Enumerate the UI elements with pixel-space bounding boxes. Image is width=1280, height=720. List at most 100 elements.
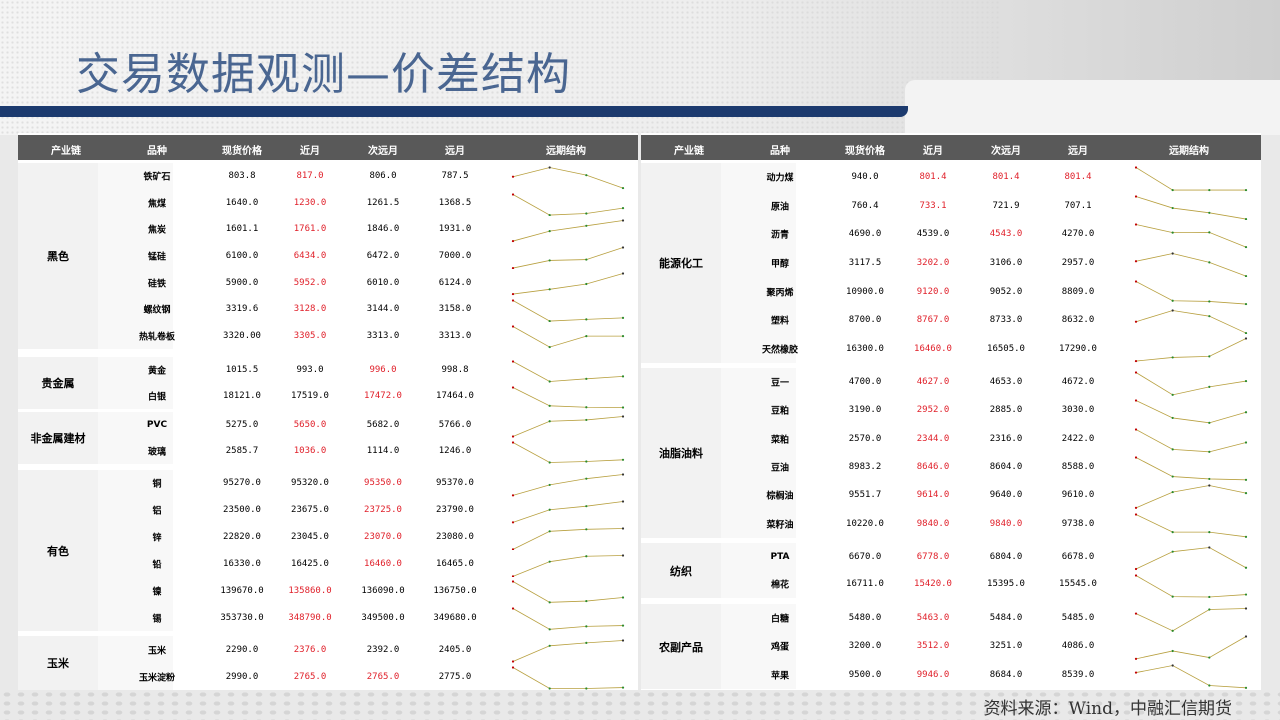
far-price: 15545.0	[1059, 579, 1097, 590]
variety-name: 黄金	[147, 366, 167, 377]
sparkline-line	[512, 581, 624, 604]
sparkline-point	[1244, 379, 1248, 383]
sparkline-point	[1244, 686, 1248, 689]
sparkline-line	[512, 246, 624, 269]
next-price: 9840.0	[989, 518, 1023, 529]
sparkline-line	[1135, 428, 1247, 452]
sparkline-point	[1134, 399, 1138, 402]
sparkline-point	[511, 175, 515, 178]
header-6: 远期结构	[546, 146, 586, 157]
sparkline-line	[512, 500, 624, 523]
sparkline-point	[1171, 309, 1174, 312]
variety-name: 苹果	[770, 671, 790, 682]
sparkline-line	[1135, 372, 1247, 396]
sparkline-point	[1134, 194, 1138, 198]
next-price: 16505.0	[987, 343, 1025, 354]
sparkline-line	[1135, 338, 1247, 362]
forward-curve-sparkline	[511, 272, 625, 296]
sparkline-point	[511, 607, 515, 610]
table-header: 产业链 品种 现货价格 近月 次远月 远月 远期结构	[18, 135, 638, 160]
sparkline-point	[621, 316, 625, 319]
table-row: 铝 23500.0 23675.0 23725.0 23790.0	[18, 497, 638, 524]
forward-curve-sparkline	[511, 500, 625, 524]
sparkline-point	[1171, 393, 1174, 396]
sparkline-point	[511, 660, 515, 663]
variety-column-bg	[98, 636, 173, 690]
near-price: 95320.0	[291, 478, 329, 489]
variety-name: 豆粕	[770, 406, 790, 417]
table-row: 豆一 4700.0 4627.0 4653.0 4672.0	[641, 368, 1261, 396]
spot-price: 8983.2	[848, 462, 882, 473]
spot-price: 9500.0	[848, 669, 882, 680]
sparkline-point	[548, 346, 551, 349]
far-price: 1246.0	[438, 446, 472, 456]
table-row: 玻璃 2585.7 1036.0 1114.0 1246.0	[18, 438, 638, 464]
variety-name: 豆油	[770, 463, 790, 474]
near-price: 5463.0	[916, 613, 950, 624]
far-price: 17464.0	[436, 391, 474, 401]
sparkline-point	[621, 624, 625, 627]
sparkline-point	[621, 375, 625, 378]
sparkline-point	[1134, 428, 1138, 431]
next-price: 8604.0	[989, 462, 1023, 473]
sparkline-point	[1171, 252, 1174, 255]
next-price: 3251.0	[989, 641, 1023, 652]
sparkline-line	[1135, 636, 1247, 660]
far-price: 6124.0	[438, 277, 472, 288]
sparkline-point	[585, 224, 588, 228]
sparkline-point	[585, 283, 588, 286]
sparkline-point	[1244, 274, 1248, 277]
sparkline-point	[1171, 664, 1174, 667]
near-price: 9614.0	[916, 490, 950, 501]
variety-name: 焦煤	[147, 199, 167, 210]
sparkline-point	[548, 601, 551, 604]
sparkline-point	[1208, 260, 1211, 264]
far-price: 9610.0	[1061, 490, 1095, 501]
near-price: 2344.0	[916, 433, 950, 444]
variety-name: 玉米	[147, 646, 167, 656]
far-price: 95370.0	[436, 478, 474, 489]
sparkline-point	[621, 686, 625, 689]
next-price: 6010.0	[366, 277, 400, 288]
spot-price: 3200.0	[848, 641, 882, 652]
variety-column-bg	[98, 163, 173, 349]
far-price: 23080.0	[436, 532, 474, 543]
near-price: 2376.0	[293, 644, 327, 655]
sparkline-point	[1134, 671, 1138, 674]
sparkline-point	[1244, 492, 1248, 495]
spot-price: 16300.0	[846, 343, 884, 354]
forward-curve-sparkline	[1134, 513, 1248, 538]
sparkline-point	[548, 230, 551, 233]
sparkline-point	[511, 547, 515, 551]
forward-curve-sparkline	[1134, 484, 1248, 510]
sparkline-line	[1135, 664, 1247, 688]
table-row: 鸡蛋 3200.0 3512.0 3251.0 4086.0	[641, 632, 1261, 661]
sparkline-point	[548, 319, 551, 323]
sparkline-point	[585, 477, 588, 480]
forward-curve-sparkline	[1134, 252, 1248, 277]
sparkline-point	[621, 639, 625, 642]
sparkline-point	[511, 441, 515, 444]
sparkline-line	[1135, 167, 1246, 191]
table-row: 菜籽油 10220.0 9840.0 9840.0 9738.0	[641, 510, 1261, 538]
sparkline-line	[512, 667, 624, 689]
far-price: 4270.0	[1061, 229, 1095, 240]
sparkline-point	[1244, 246, 1248, 249]
variety-name: 塑料	[770, 316, 790, 327]
forward-curve-sparkline	[511, 360, 625, 383]
sparkline-point	[1171, 530, 1174, 533]
spot-price: 3320.00	[223, 330, 261, 341]
sparkline-point	[548, 644, 551, 647]
title-underline-bar	[0, 106, 908, 117]
left-table: 产业链 品种 现货价格 近月 次远月 远月 远期结构 黑色 铁矿石 803.8 817.0 806.0…	[18, 133, 638, 690]
next-price: 16460.0	[364, 558, 402, 569]
sparkline-point	[621, 500, 625, 503]
forward-curve-sparkline	[511, 166, 625, 190]
sparkline-point	[511, 293, 515, 296]
spot-price: 18121.0	[223, 391, 261, 401]
table-row: 硅铁 5900.0 5952.0 6010.0 6124.0	[18, 269, 638, 296]
spot-price: 4700.0	[848, 377, 882, 388]
sparkline-line	[1135, 513, 1247, 537]
next-price: 1114.0	[366, 446, 400, 456]
variety-column-bg	[98, 412, 173, 464]
